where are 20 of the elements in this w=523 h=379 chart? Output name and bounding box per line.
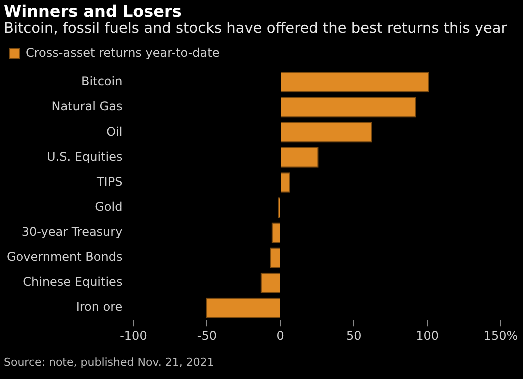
y-tick-label: U.S. Equities — [47, 150, 123, 164]
x-tick-label: -50 — [197, 328, 217, 343]
x-tick-label: 50 — [346, 328, 362, 343]
legend-label: Cross-asset returns year-to-date — [26, 46, 220, 60]
source-note: Source: note, published Nov. 21, 2021 — [4, 356, 214, 369]
x-tick-label: -100 — [120, 328, 148, 343]
chart-title: Winners and Losers — [4, 2, 182, 21]
x-tick-label: 100 — [416, 328, 439, 343]
y-tick-label: Gold — [95, 200, 123, 214]
y-tick-label: Oil — [106, 124, 123, 139]
y-tick-label: Bitcoin — [82, 74, 123, 89]
x-tick-label: 0 — [276, 328, 284, 343]
y-tick-label: TIPS — [96, 174, 123, 189]
x-tick-label: 150% — [484, 328, 518, 343]
y-tick-label: Chinese Equities — [23, 275, 123, 290]
y-tick-label: Natural Gas — [52, 100, 123, 114]
y-tick-label: Iron ore — [76, 300, 123, 314]
y-tick-label: Government Bonds — [6, 250, 123, 264]
chart-subtitle: Bitcoin, fossil fuels and stocks have offered the best returns this year — [4, 21, 508, 37]
y-tick-label: 30-year Treasury — [22, 225, 123, 240]
